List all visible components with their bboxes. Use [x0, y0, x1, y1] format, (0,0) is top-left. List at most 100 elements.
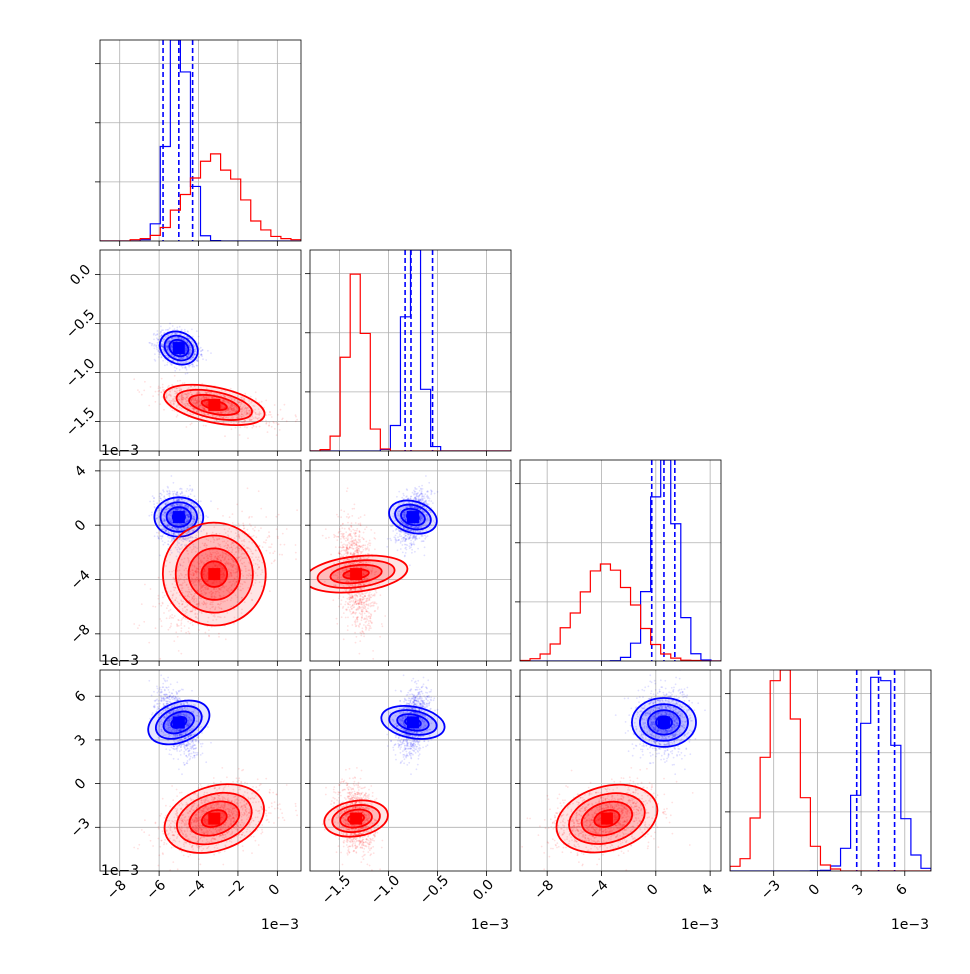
sample-point — [255, 391, 257, 393]
sample-point — [171, 475, 173, 477]
sample-point — [162, 384, 164, 386]
sample-point — [160, 331, 162, 333]
sample-point — [269, 590, 271, 592]
sample-point — [276, 434, 278, 436]
sample-point — [179, 369, 181, 371]
sample-point — [163, 495, 165, 497]
sample-point — [185, 368, 187, 370]
sample-point — [160, 391, 162, 393]
panel-2-2 — [305, 250, 511, 456]
sample-point — [210, 500, 212, 502]
sample-point — [259, 426, 261, 428]
sample-point — [188, 627, 190, 629]
sample-point — [180, 653, 182, 655]
sample-point — [181, 622, 183, 624]
sample-point — [172, 491, 174, 493]
sample-point — [150, 386, 152, 388]
sample-point — [180, 488, 182, 490]
sample-point — [244, 393, 246, 395]
sample-point — [266, 550, 268, 552]
sample-point — [200, 500, 202, 502]
sample-point — [269, 422, 271, 424]
sample-point — [156, 532, 158, 534]
sample-point — [164, 498, 166, 500]
sample-point — [143, 390, 145, 392]
sample-point — [172, 325, 174, 327]
sample-point — [167, 386, 169, 388]
sample-point — [148, 515, 150, 517]
sample-point — [162, 540, 164, 542]
sample-point — [277, 537, 279, 539]
sample-point — [180, 493, 182, 495]
sample-point — [268, 425, 270, 427]
sample-point — [247, 529, 249, 531]
sample-point — [189, 488, 191, 490]
sample-point — [265, 400, 267, 402]
density-peak — [208, 399, 220, 411]
sample-point — [168, 610, 170, 612]
sample-point — [208, 635, 210, 637]
sample-point — [284, 404, 286, 406]
sample-point — [269, 552, 271, 554]
sample-point — [266, 422, 268, 424]
sample-point — [169, 617, 171, 619]
sample-point — [268, 414, 270, 416]
sample-point — [166, 364, 168, 366]
sample-point — [282, 418, 284, 420]
sample-point — [270, 546, 272, 548]
sample-point — [158, 595, 160, 597]
sample-point — [189, 485, 191, 487]
sample-point — [138, 625, 140, 627]
sample-point — [262, 546, 264, 548]
sample-point — [230, 388, 232, 390]
sample-point — [159, 496, 161, 498]
sample-point — [169, 615, 171, 617]
sample-point — [174, 370, 176, 372]
sample-point — [179, 326, 181, 328]
sample-point — [267, 431, 269, 433]
sample-point — [173, 482, 175, 484]
sample-point — [295, 421, 297, 423]
sample-point — [174, 491, 176, 493]
sample-point — [279, 554, 281, 556]
sample-point — [192, 336, 194, 338]
sample-point — [179, 380, 181, 382]
sample-point — [242, 523, 244, 525]
sample-point — [186, 426, 188, 428]
sample-point — [181, 492, 183, 494]
sample-point — [190, 424, 192, 426]
sample-point — [261, 401, 263, 403]
sample-point — [156, 334, 158, 336]
sample-point — [239, 434, 241, 436]
sample-point — [192, 624, 194, 626]
sample-point — [207, 350, 209, 352]
sample-point — [198, 500, 200, 502]
sample-point — [296, 419, 298, 421]
sample-point — [276, 422, 278, 424]
sample-point — [248, 517, 250, 519]
sample-point — [198, 336, 200, 338]
sample-point — [168, 629, 170, 631]
sample-point — [265, 516, 267, 518]
sample-point — [253, 535, 255, 537]
sample-point — [158, 577, 160, 579]
sample-point — [170, 609, 172, 611]
sample-point — [165, 329, 167, 331]
sample-point — [296, 509, 298, 511]
sample-point — [152, 606, 154, 608]
sample-point — [271, 562, 273, 564]
sample-point — [158, 394, 160, 396]
sample-point — [268, 535, 270, 537]
sample-point — [164, 365, 166, 367]
sample-point — [186, 490, 188, 492]
sample-point — [158, 390, 160, 392]
sample-point — [171, 614, 173, 616]
histogram-blue — [100, 40, 301, 241]
sample-point — [167, 605, 169, 607]
sample-point — [241, 511, 243, 513]
sample-point — [176, 623, 178, 625]
sample-point — [167, 540, 169, 542]
sample-point — [157, 339, 159, 341]
sample-point — [153, 345, 155, 347]
sample-point — [274, 551, 276, 553]
